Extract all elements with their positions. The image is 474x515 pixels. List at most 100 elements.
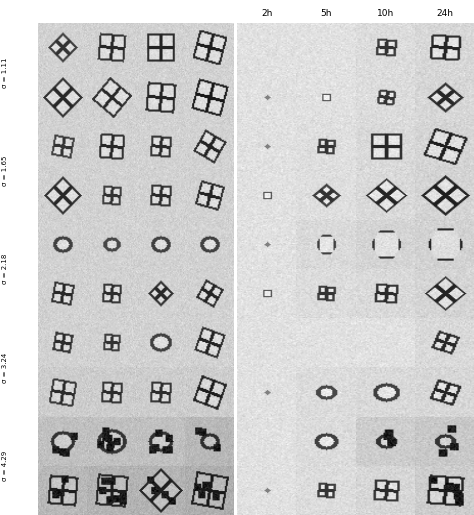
Bar: [356, 466, 415, 515]
Bar: [296, 269, 356, 318]
Bar: [136, 73, 184, 122]
Text: b1: b1: [40, 124, 51, 133]
Bar: [296, 220, 356, 269]
Text: e2: e2: [239, 419, 250, 428]
Text: 100μm: 100μm: [211, 311, 228, 316]
Bar: [356, 269, 415, 318]
Bar: [237, 318, 296, 368]
Bar: [415, 318, 474, 368]
Text: 100μm: 100μm: [452, 458, 469, 464]
Bar: [87, 220, 136, 269]
Text: 100μm: 100μm: [452, 262, 469, 267]
Bar: [237, 269, 296, 318]
Bar: [136, 269, 184, 318]
Bar: [356, 417, 415, 466]
Text: 100μm: 100μm: [211, 409, 228, 414]
Bar: [184, 220, 233, 269]
Bar: [136, 171, 184, 220]
Bar: [237, 73, 296, 122]
Bar: [87, 73, 136, 122]
Text: σ = 3.24: σ = 3.24: [2, 352, 9, 383]
Text: 50μm: 50μm: [455, 163, 469, 168]
Bar: [136, 368, 184, 417]
Bar: [415, 73, 474, 122]
Bar: [38, 318, 87, 368]
Bar: [296, 368, 356, 417]
Bar: [87, 171, 136, 220]
Bar: [184, 318, 233, 368]
Bar: [415, 417, 474, 466]
Bar: [136, 23, 184, 73]
Text: 100μm: 100μm: [211, 212, 228, 217]
Bar: [184, 466, 233, 515]
Bar: [356, 23, 415, 73]
Bar: [296, 122, 356, 171]
Text: 100μm: 100μm: [452, 507, 469, 512]
Bar: [87, 269, 136, 318]
Bar: [136, 466, 184, 515]
Text: 100μm: 100μm: [452, 409, 469, 414]
Bar: [237, 466, 296, 515]
Bar: [415, 23, 474, 73]
Text: b2: b2: [239, 124, 250, 133]
Text: c1: c1: [40, 222, 50, 231]
Bar: [296, 73, 356, 122]
Text: 50μm: 50μm: [455, 114, 469, 119]
Bar: [38, 269, 87, 318]
Bar: [136, 122, 184, 171]
Text: d2: d2: [239, 321, 250, 330]
Bar: [38, 417, 87, 466]
Bar: [38, 122, 87, 171]
Text: 50μm: 50μm: [214, 114, 228, 119]
Bar: [184, 368, 233, 417]
Bar: [237, 417, 296, 466]
Bar: [38, 466, 87, 515]
Text: 100μm: 100μm: [452, 311, 469, 316]
Bar: [184, 23, 233, 73]
Bar: [415, 220, 474, 269]
Bar: [87, 466, 136, 515]
Bar: [38, 73, 87, 122]
Bar: [237, 368, 296, 417]
Bar: [296, 417, 356, 466]
Text: a2: a2: [239, 26, 250, 35]
Bar: [415, 122, 474, 171]
Bar: [136, 417, 184, 466]
Text: 5h: 5h: [320, 9, 332, 18]
Bar: [356, 318, 415, 368]
Bar: [237, 122, 296, 171]
Bar: [356, 368, 415, 417]
Bar: [415, 171, 474, 220]
Bar: [87, 23, 136, 73]
Text: a1: a1: [40, 26, 51, 35]
Bar: [356, 73, 415, 122]
Bar: [415, 466, 474, 515]
Bar: [356, 220, 415, 269]
Text: 10h: 10h: [376, 9, 394, 18]
Bar: [136, 318, 184, 368]
Text: 50μm: 50μm: [455, 212, 469, 217]
Bar: [38, 368, 87, 417]
Bar: [136, 220, 184, 269]
Bar: [237, 171, 296, 220]
Text: c2: c2: [239, 222, 249, 231]
Bar: [184, 73, 233, 122]
Text: σ = 1.65: σ = 1.65: [2, 156, 9, 186]
Text: σ = 2.18: σ = 2.18: [2, 254, 9, 284]
Bar: [356, 171, 415, 220]
Text: 50μm: 50μm: [455, 65, 469, 70]
Bar: [296, 171, 356, 220]
Bar: [237, 220, 296, 269]
Bar: [296, 318, 356, 368]
Text: σ = 1.11: σ = 1.11: [2, 57, 9, 88]
Bar: [184, 269, 233, 318]
Bar: [87, 368, 136, 417]
Bar: [87, 122, 136, 171]
Bar: [296, 23, 356, 73]
Bar: [415, 269, 474, 318]
Text: σ = 4.29: σ = 4.29: [2, 451, 9, 481]
Bar: [184, 417, 233, 466]
Bar: [415, 368, 474, 417]
Bar: [184, 122, 233, 171]
Bar: [38, 171, 87, 220]
